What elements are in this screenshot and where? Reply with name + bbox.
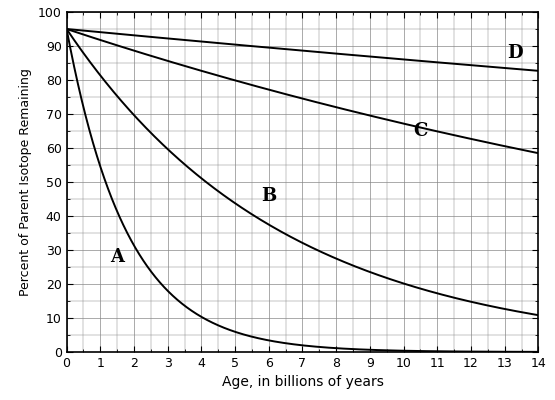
Y-axis label: Percent of Parent Isotope Remaining: Percent of Parent Isotope Remaining <box>19 68 32 296</box>
Text: C: C <box>413 122 427 140</box>
Text: B: B <box>261 186 276 204</box>
Text: A: A <box>110 248 124 266</box>
X-axis label: Age, in billions of years: Age, in billions of years <box>221 376 384 390</box>
Text: D: D <box>507 44 523 62</box>
